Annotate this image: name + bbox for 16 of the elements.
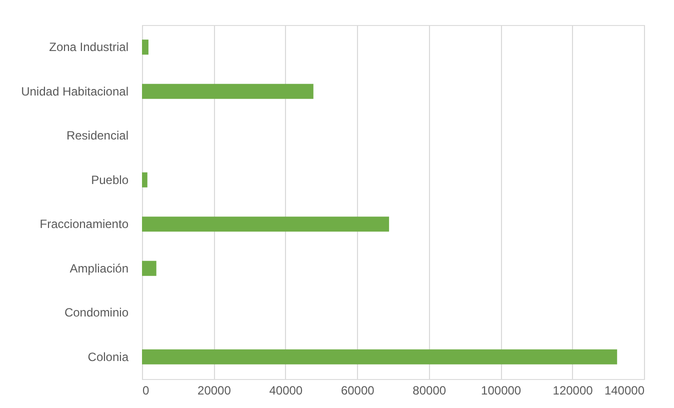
y-tick-label: Fraccionamiento	[40, 217, 129, 232]
y-tick-label: Zona Industrial	[49, 40, 128, 54]
x-tick-label: 40000	[269, 384, 303, 398]
y-tick-label: Colonia	[88, 350, 129, 364]
x-tick-label: 80000	[412, 384, 446, 398]
y-tick-label: Residencial	[66, 128, 128, 143]
x-tick-label: 0	[142, 384, 150, 398]
x-tick-label: 100000	[481, 384, 522, 398]
x-tick-label: 140000	[604, 384, 645, 398]
x-tick-label: 60000	[340, 384, 375, 398]
y-tick-label: Ampliación	[70, 261, 128, 276]
y-tick-label: Unidad Habitacional	[21, 84, 128, 98]
x-tick-label: 120000	[552, 384, 594, 398]
y-tick-label: Pueblo	[91, 172, 129, 187]
x-tick-label: 20000	[198, 384, 232, 398]
y-tick-label: Condominio	[64, 306, 129, 320]
